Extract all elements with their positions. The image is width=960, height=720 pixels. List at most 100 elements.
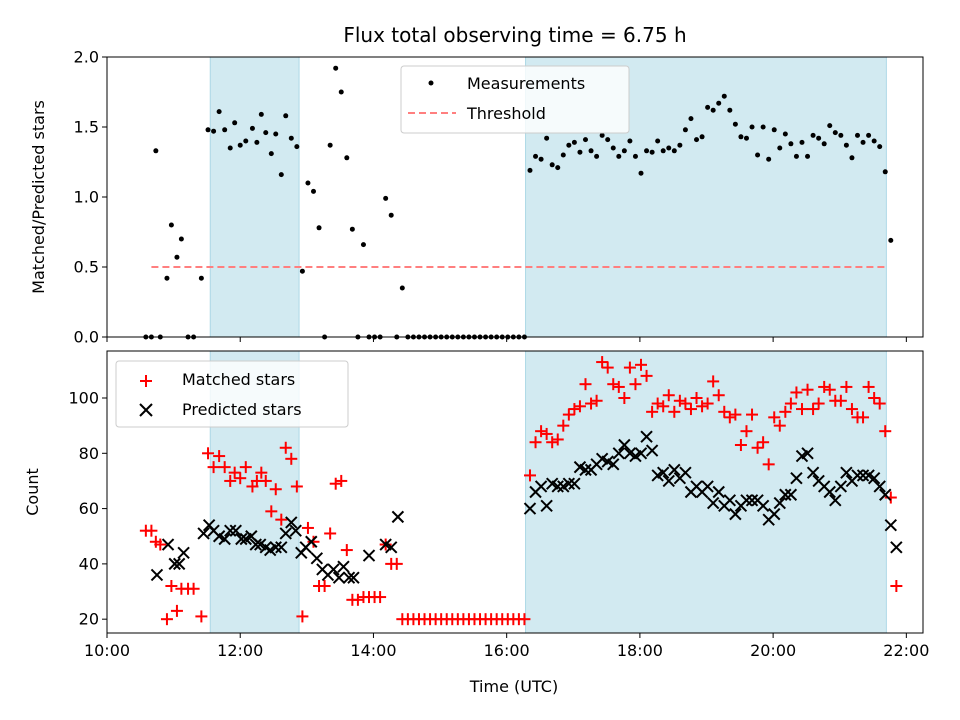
measurement-point	[627, 138, 633, 144]
matched-star-point	[285, 452, 298, 465]
measurement-point	[805, 153, 811, 159]
matched-star-point	[546, 436, 559, 449]
matched-star-point	[696, 400, 709, 413]
predicted-star-point	[362, 549, 376, 562]
predicted-star-point	[784, 488, 798, 501]
measurement-point	[237, 142, 243, 148]
matched-star-point	[579, 378, 592, 391]
measurement-point	[871, 138, 877, 144]
measurement-point	[605, 137, 611, 143]
legend-matched-marker	[140, 375, 152, 387]
matched-star-point	[518, 613, 531, 626]
matched-star-point	[684, 403, 697, 416]
matched-star-point	[265, 505, 278, 518]
predicted-star-point	[235, 532, 248, 546]
matched-star-point	[160, 613, 173, 626]
x-tick-label: 18:00	[617, 641, 663, 660]
measurement-point	[549, 162, 555, 168]
matched-star-point	[873, 397, 886, 410]
measurement-point	[682, 127, 688, 133]
bottom-panel: 20 40 60 80 100 10:00 12:00 14:00 16:00 18:00 20:…	[23, 350, 929, 696]
predicted-star-point	[249, 538, 262, 551]
matched-star-point	[562, 408, 575, 421]
predicted-star-point	[607, 458, 620, 471]
x-tick-label: 10:00	[84, 641, 130, 660]
matched-star-point	[224, 474, 237, 487]
measurement-point	[877, 144, 883, 150]
predicted-star-point	[161, 538, 175, 551]
matched-star-point	[740, 425, 753, 438]
measurement-point	[216, 109, 222, 115]
matched-star-point	[154, 538, 167, 551]
measurement-point	[621, 148, 627, 154]
predicted-star-point	[523, 502, 537, 515]
measurement-point	[599, 132, 605, 138]
measurement-point	[283, 113, 289, 119]
predicted-star-point	[668, 463, 681, 477]
measurement-point	[164, 275, 170, 281]
matched-star-point	[601, 361, 614, 374]
matched-star-point	[307, 535, 320, 548]
matched-star-point	[557, 419, 570, 432]
matched-star-point	[259, 474, 272, 487]
matched-star-point	[195, 610, 208, 623]
predicted-star-point	[873, 480, 886, 493]
matched-star-point	[862, 380, 875, 393]
predicted-star-point	[723, 494, 737, 507]
matched-star-point	[612, 380, 625, 393]
bottom-axes-frame	[106, 350, 924, 634]
bottom-legend-box	[115, 360, 349, 428]
measurement-point	[677, 142, 683, 148]
measurement-point	[727, 107, 733, 113]
measurement-point	[649, 149, 655, 155]
measurement-point	[168, 222, 174, 228]
predicted-star-point	[269, 541, 282, 554]
predicted-star-point	[347, 571, 360, 584]
bottom-legend: Matched stars Predicted stars	[115, 360, 349, 428]
matched-star-point	[568, 403, 581, 416]
matched-star-point	[879, 425, 892, 438]
y-tick-label: 0.0	[74, 328, 99, 347]
measurement-point	[716, 100, 722, 106]
x-tick-label: 12:00	[217, 641, 263, 660]
measurement-point	[810, 132, 816, 138]
measurement-point	[610, 145, 616, 151]
predicted-star-point	[551, 480, 564, 493]
matched-star-point	[784, 397, 797, 410]
measurement-point	[755, 152, 761, 158]
predicted-star-point	[745, 494, 759, 507]
matched-star-point	[329, 477, 342, 490]
predicted-star-point	[662, 474, 675, 488]
predicted-star-point	[391, 510, 405, 524]
matched-star-point	[607, 378, 620, 391]
predicted-star-point	[618, 438, 631, 452]
matched-star-point	[773, 419, 786, 432]
predicted-star-point	[177, 546, 190, 560]
predicted-star-point	[562, 477, 576, 490]
predicted-star-point	[224, 524, 237, 537]
predicted-star-point	[768, 507, 781, 521]
matched-star-point	[701, 397, 714, 410]
measurement-point	[832, 130, 838, 136]
measurement-point	[766, 156, 772, 162]
matched-star-point	[585, 397, 598, 410]
matched-star-point	[834, 394, 847, 407]
predicted-star-point	[834, 480, 848, 493]
matched-star-point	[390, 557, 403, 570]
predicted-star-point	[218, 532, 231, 546]
matched-star-point	[318, 580, 331, 592]
measurement-point	[838, 132, 844, 138]
matched-star-point	[840, 380, 853, 393]
measurement-point	[660, 148, 666, 154]
matched-star-point	[573, 400, 586, 413]
matched-star-point	[335, 474, 348, 487]
bottom-y-axis-label: Count	[23, 468, 42, 516]
measurement-point	[310, 188, 316, 194]
measurement-point	[344, 155, 350, 161]
measurement-point	[268, 151, 274, 157]
predicted-star-point	[168, 557, 181, 571]
matched-star-point	[275, 513, 288, 526]
measurement-point	[333, 65, 339, 71]
matched-star-point	[187, 582, 200, 595]
matched-star-point	[234, 472, 247, 485]
